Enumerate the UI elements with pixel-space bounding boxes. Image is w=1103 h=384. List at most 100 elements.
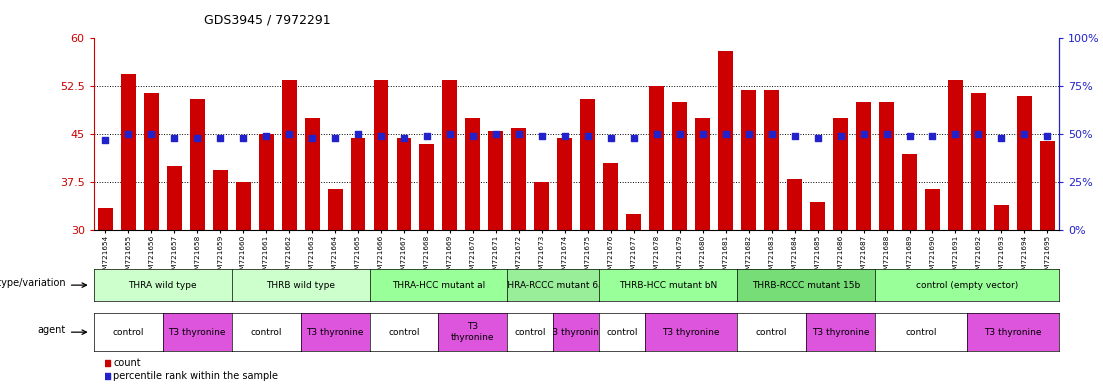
- Text: count: count: [114, 358, 141, 368]
- Point: [395, 135, 413, 141]
- Bar: [672, 103, 687, 230]
- Bar: [833, 118, 848, 230]
- Text: control (empty vector): control (empty vector): [915, 281, 1018, 290]
- Point: [280, 131, 298, 137]
- Point: [96, 137, 114, 143]
- Text: genotype/variation: genotype/variation: [0, 278, 66, 288]
- Point: [372, 133, 389, 139]
- Text: T3 thyronine: T3 thyronine: [547, 328, 606, 337]
- Bar: [236, 182, 250, 230]
- Point: [510, 131, 527, 137]
- Point: [740, 131, 758, 137]
- Bar: [396, 137, 411, 230]
- Point: [303, 135, 321, 141]
- Text: THRB wild type: THRB wild type: [266, 281, 335, 290]
- Point: [418, 133, 436, 139]
- Bar: [1040, 141, 1054, 230]
- Point: [763, 131, 781, 137]
- Point: [488, 131, 505, 137]
- Point: [350, 131, 367, 137]
- Point: [970, 131, 987, 137]
- Text: THRA-HCC mutant al: THRA-HCC mutant al: [392, 281, 485, 290]
- Text: THRB-RCCC mutant 15b: THRB-RCCC mutant 15b: [752, 281, 860, 290]
- Bar: [143, 93, 159, 230]
- Bar: [190, 99, 205, 230]
- Text: GDS3945 / 7972291: GDS3945 / 7972291: [204, 14, 331, 27]
- Point: [901, 133, 919, 139]
- Text: control: control: [113, 328, 144, 337]
- Bar: [213, 170, 227, 230]
- Point: [1039, 133, 1057, 139]
- Text: THRB-HCC mutant bN: THRB-HCC mutant bN: [619, 281, 717, 290]
- Bar: [580, 99, 596, 230]
- Text: THRA-RCCC mutant 6a: THRA-RCCC mutant 6a: [503, 281, 604, 290]
- Text: T3 thyronine: T3 thyronine: [169, 328, 226, 337]
- Point: [189, 135, 206, 141]
- Point: [533, 133, 550, 139]
- Text: T3 thyronine: T3 thyronine: [307, 328, 364, 337]
- Bar: [810, 202, 825, 230]
- Bar: [304, 118, 320, 230]
- Bar: [489, 131, 503, 230]
- Point: [923, 133, 941, 139]
- Bar: [281, 80, 297, 230]
- Bar: [741, 89, 757, 230]
- Bar: [902, 154, 917, 230]
- Point: [257, 133, 275, 139]
- Bar: [695, 118, 710, 230]
- Text: T3 thyronine: T3 thyronine: [812, 328, 869, 337]
- Text: percentile rank within the sample: percentile rank within the sample: [114, 371, 278, 381]
- Point: [602, 135, 620, 141]
- Text: control: control: [607, 328, 638, 337]
- Text: control: control: [250, 328, 282, 337]
- Point: [556, 133, 574, 139]
- Point: [119, 131, 137, 137]
- Point: [142, 131, 160, 137]
- Point: [326, 135, 344, 141]
- Bar: [465, 118, 481, 230]
- Bar: [351, 137, 365, 230]
- Bar: [419, 144, 435, 230]
- Point: [808, 135, 826, 141]
- Bar: [856, 103, 871, 230]
- Bar: [374, 80, 388, 230]
- Bar: [627, 214, 641, 230]
- Point: [1016, 131, 1034, 137]
- Bar: [1017, 96, 1032, 230]
- Point: [855, 131, 872, 137]
- Text: control: control: [906, 328, 936, 337]
- Bar: [512, 128, 526, 230]
- Bar: [442, 80, 458, 230]
- Bar: [718, 51, 733, 230]
- Bar: [120, 74, 136, 230]
- Bar: [98, 208, 113, 230]
- Point: [212, 135, 229, 141]
- Bar: [764, 89, 779, 230]
- Point: [946, 131, 964, 137]
- Point: [625, 135, 643, 141]
- Bar: [328, 189, 343, 230]
- Text: T3 thyronine: T3 thyronine: [984, 328, 1041, 337]
- Point: [993, 135, 1010, 141]
- Bar: [603, 163, 619, 230]
- Point: [717, 131, 735, 137]
- Bar: [557, 137, 572, 230]
- Point: [464, 133, 482, 139]
- Bar: [971, 93, 986, 230]
- Point: [647, 131, 665, 137]
- Text: control: control: [388, 328, 420, 337]
- Point: [785, 133, 803, 139]
- Bar: [534, 182, 549, 230]
- Point: [694, 131, 711, 137]
- Bar: [994, 205, 1009, 230]
- Bar: [650, 86, 664, 230]
- Point: [832, 133, 849, 139]
- Point: [165, 135, 183, 141]
- Point: [307, 312, 324, 318]
- Point: [671, 131, 688, 137]
- Bar: [258, 134, 274, 230]
- Bar: [947, 80, 963, 230]
- Point: [307, 190, 324, 196]
- Text: T3 thyronine: T3 thyronine: [663, 328, 720, 337]
- Bar: [167, 166, 182, 230]
